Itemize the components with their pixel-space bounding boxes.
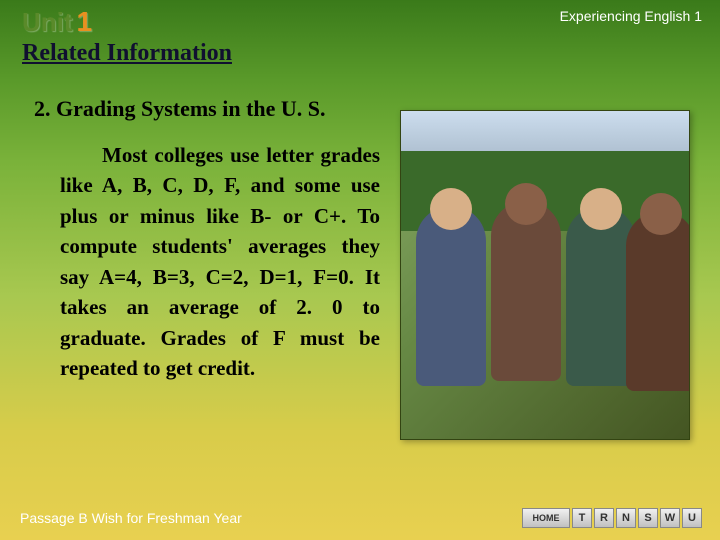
nav-button-n[interactable]: N (616, 508, 636, 528)
unit-prefix: Unit (22, 7, 73, 37)
section-title: Related Information (22, 40, 232, 67)
passage-footer: Passage B Wish for Freshman Year (20, 510, 242, 526)
content-body: Most colleges use letter grades like A, … (60, 140, 380, 384)
slide-container: Experiencing English 1 Unit1 Related Inf… (0, 0, 720, 540)
nav-button-u[interactable]: U (682, 508, 702, 528)
content-subtitle: 2. Grading Systems in the U. S. (34, 96, 326, 122)
unit-number: 1 (77, 6, 93, 37)
nav-button-s[interactable]: S (638, 508, 658, 528)
nav-button-w[interactable]: W (660, 508, 680, 528)
nav-button-t[interactable]: T (572, 508, 592, 528)
course-title: Experiencing English 1 (560, 8, 702, 24)
nav-button-group: HOME T R N S W U (522, 508, 702, 528)
unit-label: Unit1 (22, 6, 92, 38)
students-photo (400, 110, 690, 440)
home-button[interactable]: HOME (522, 508, 570, 528)
nav-button-r[interactable]: R (594, 508, 614, 528)
